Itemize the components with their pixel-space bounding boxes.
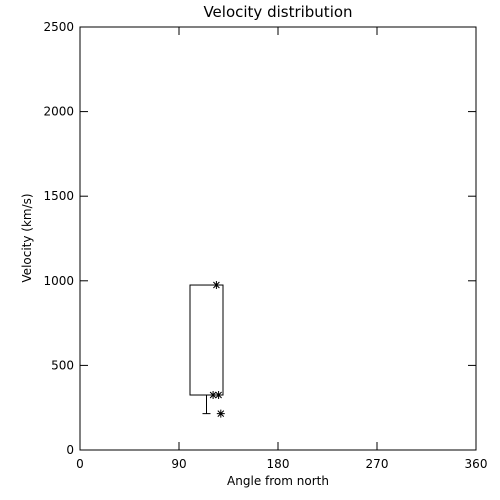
x-axis-label: Angle from north xyxy=(227,474,329,488)
y-axis-label: Velocity (km/s) xyxy=(20,193,34,282)
point xyxy=(216,409,225,418)
whisker xyxy=(202,395,211,415)
y-tick-label: 500 xyxy=(51,358,74,372)
x-tick-label: 90 xyxy=(171,457,186,471)
x-tick-label: 180 xyxy=(267,457,290,471)
x-tick-label: 270 xyxy=(366,457,389,471)
point xyxy=(209,391,218,400)
x-tick-label: 360 xyxy=(465,457,488,471)
box xyxy=(189,284,224,396)
chart-title: Velocity distribution xyxy=(203,3,352,21)
point xyxy=(214,391,223,400)
y-tick-label: 2000 xyxy=(43,105,74,119)
plot-frame xyxy=(79,26,477,451)
y-tick-label: 1000 xyxy=(43,274,74,288)
y-tick-label: 2500 xyxy=(43,20,74,34)
y-tick-label: 0 xyxy=(66,443,74,457)
y-tick-label: 1500 xyxy=(43,189,74,203)
x-tick-label: 0 xyxy=(76,457,84,471)
point xyxy=(212,281,221,290)
